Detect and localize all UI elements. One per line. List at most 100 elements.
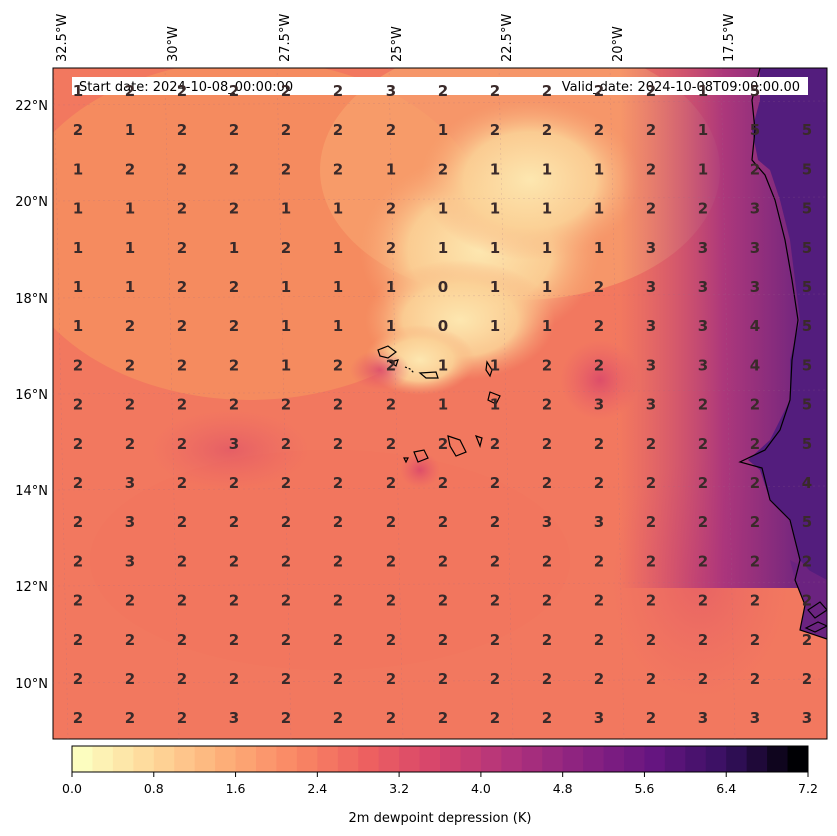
grid-value: 4 <box>802 474 812 492</box>
grid-value: 5 <box>802 317 812 335</box>
grid-value: 3 <box>386 82 396 100</box>
grid-value: 2 <box>229 317 239 335</box>
grid-value: 2 <box>490 474 500 492</box>
grid-value: 2 <box>698 631 708 649</box>
grid-value: 1 <box>542 317 552 335</box>
colorbar-segment <box>583 746 605 772</box>
grid-value: 2 <box>386 396 396 414</box>
grid-value: 2 <box>73 513 83 531</box>
grid-value: 2 <box>281 160 291 178</box>
grid-value: 2 <box>802 592 812 610</box>
grid-value: 3 <box>646 278 656 296</box>
cape-verde-islands <box>377 345 501 464</box>
grid-value: 2 <box>73 474 83 492</box>
colorbar-segment <box>296 746 318 772</box>
grid-value: 1 <box>594 200 604 218</box>
lon-label: 17.5°W <box>722 14 737 62</box>
grid-value: 2 <box>229 670 239 688</box>
grid-value: 5 <box>802 356 812 374</box>
header-box <box>72 77 808 95</box>
grid-value: 3 <box>125 513 135 531</box>
grid-value: 3 <box>802 709 812 727</box>
grid-value: 1 <box>438 356 448 374</box>
grid-value: 2 <box>542 396 552 414</box>
grid-value: 2 <box>386 121 396 139</box>
grid-value: 2 <box>386 592 396 610</box>
grid-value: 2 <box>333 709 343 727</box>
grid-value: 3 <box>698 239 708 257</box>
grid-value: 3 <box>646 356 656 374</box>
grid-value: 2 <box>177 592 187 610</box>
grid-value: 2 <box>333 552 343 570</box>
grid-value: 3 <box>698 709 708 727</box>
colorbar-segment <box>358 746 380 772</box>
colorbar-tick-label: 0.8 <box>144 781 164 796</box>
grid-value: 3 <box>594 709 604 727</box>
lat-label: 22°N <box>15 99 48 114</box>
grid-value: 1 <box>125 239 135 257</box>
grid-value: 2 <box>281 435 291 453</box>
lat-label: 10°N <box>15 677 48 692</box>
grid-value: 2 <box>646 631 656 649</box>
grid-value: 3 <box>646 239 656 257</box>
grid-value: 5 <box>802 396 812 414</box>
grid-value: 2 <box>177 356 187 374</box>
grid-value: 3 <box>750 709 760 727</box>
grid-value: 2 <box>125 592 135 610</box>
grid-value: 2 <box>333 592 343 610</box>
grid-value: 2 <box>542 474 552 492</box>
grid-value: 5 <box>802 435 812 453</box>
lat-label: 12°N <box>15 580 48 595</box>
grid-value: 4 <box>750 356 760 374</box>
colorbar-segment <box>256 746 277 772</box>
grid-value: 2 <box>125 435 135 453</box>
grid-value: 2 <box>750 160 760 178</box>
colorbar-segment <box>603 746 625 772</box>
grid-value: 2 <box>594 121 604 139</box>
grid-value: 2 <box>177 396 187 414</box>
grid-value: 2 <box>646 670 656 688</box>
grid-value: 2 <box>125 631 135 649</box>
grid-value: 2 <box>281 670 291 688</box>
grid-value: 2 <box>750 435 760 453</box>
grid-value: 2 <box>386 356 396 374</box>
grid-value: 2 <box>333 670 343 688</box>
colorbar-tick-label: 5.6 <box>634 781 654 796</box>
grid-value: 2 <box>177 513 187 531</box>
grid-value: 1 <box>281 356 291 374</box>
colorbar <box>72 746 809 772</box>
grid-value: 3 <box>698 317 708 335</box>
grid-value: 2 <box>490 435 500 453</box>
grid-value: 2 <box>229 121 239 139</box>
grid-value: 1 <box>281 317 291 335</box>
grid-value: 2 <box>542 709 552 727</box>
grid-value: 3 <box>594 396 604 414</box>
grid-value: 5 <box>802 513 812 531</box>
grid-value: 2 <box>281 592 291 610</box>
grid-value: 2 <box>802 670 812 688</box>
map-frame <box>52 67 828 740</box>
grid-value: 2 <box>177 121 187 139</box>
grid-value: 2 <box>333 121 343 139</box>
colorbar-segment <box>399 746 421 772</box>
coastline <box>738 68 827 640</box>
grid-value: 3 <box>698 278 708 296</box>
grid-value: 2 <box>333 474 343 492</box>
grid-value: 3 <box>125 474 135 492</box>
colorbar-segment <box>440 746 461 772</box>
grid-value: 2 <box>542 356 552 374</box>
grid-value: 2 <box>750 513 760 531</box>
colorbar-segment <box>521 746 543 772</box>
grid-value: 2 <box>125 396 135 414</box>
grid-value: 3 <box>125 552 135 570</box>
grid-value: 2 <box>73 631 83 649</box>
grid-value: 2 <box>490 670 500 688</box>
grid-value: 1 <box>490 200 500 218</box>
colorbar-segment <box>480 746 502 772</box>
grid-value: 2 <box>594 435 604 453</box>
grid-value: 1 <box>73 239 83 257</box>
grid-value: 2 <box>490 709 500 727</box>
grid-value: 2 <box>229 200 239 218</box>
grid-value: 2 <box>490 513 500 531</box>
grid-value: 2 <box>229 474 239 492</box>
